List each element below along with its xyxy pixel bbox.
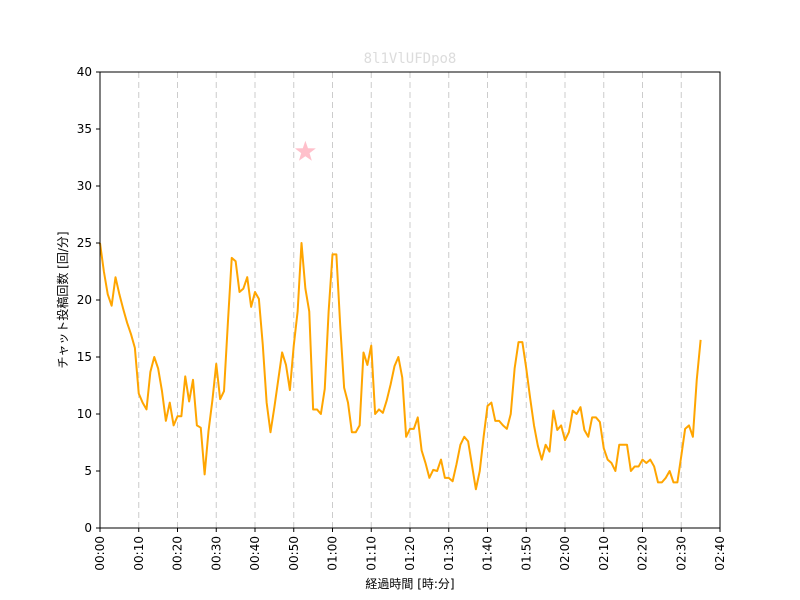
y-tick-label: 10 xyxy=(77,407,92,421)
x-tick-label: 00:30 xyxy=(209,536,223,571)
x-tick-label: 02:00 xyxy=(558,536,572,571)
x-tick-label: 02:10 xyxy=(597,536,611,571)
x-tick-label: 02:40 xyxy=(713,536,727,571)
x-tick-label: 01:50 xyxy=(519,536,533,571)
series-layer xyxy=(99,242,702,491)
y-tick-label: 5 xyxy=(84,464,92,478)
x-tick-label: 00:00 xyxy=(93,536,107,571)
star-marker xyxy=(294,140,316,161)
x-tick-label: 02:30 xyxy=(674,536,688,571)
x-tick-label: 00:40 xyxy=(248,536,262,571)
x-axis-label: 経過時間 [時:分] xyxy=(365,577,454,591)
x-tick-label: 00:10 xyxy=(132,536,146,571)
x-tick-label: 01:10 xyxy=(364,536,378,571)
y-tick-label: 20 xyxy=(77,293,92,307)
y-axis: 0 5 10 15 20 25 30 35 40 xyxy=(77,65,100,535)
y-tick-label: 30 xyxy=(77,179,92,193)
y-tick-label: 25 xyxy=(77,236,92,250)
x-tick-label: 00:20 xyxy=(171,536,185,571)
x-tick-label: 00:50 xyxy=(287,536,301,571)
x-tick-label: 01:40 xyxy=(481,536,495,571)
y-tick-label: 35 xyxy=(77,122,92,136)
y-tick-label: 15 xyxy=(77,350,92,364)
annotation-layer xyxy=(294,140,316,161)
y-tick-label: 40 xyxy=(77,65,92,79)
y-axis-label: チャット投稿回数 [回/分] xyxy=(55,231,70,368)
series-line xyxy=(99,242,702,491)
y-tick-label: 0 xyxy=(84,521,92,535)
x-tick-label: 01:00 xyxy=(326,536,340,571)
x-tick-label: 01:30 xyxy=(442,536,456,571)
x-tick-label: 02:20 xyxy=(636,536,650,571)
x-axis: 00:00 00:10 00:20 00:30 00:40 00:50 01:00 01:10… xyxy=(93,528,727,571)
x-tick-label: 01:20 xyxy=(403,536,417,571)
chart-title: 8l1VlUFDpo8 xyxy=(364,51,457,67)
